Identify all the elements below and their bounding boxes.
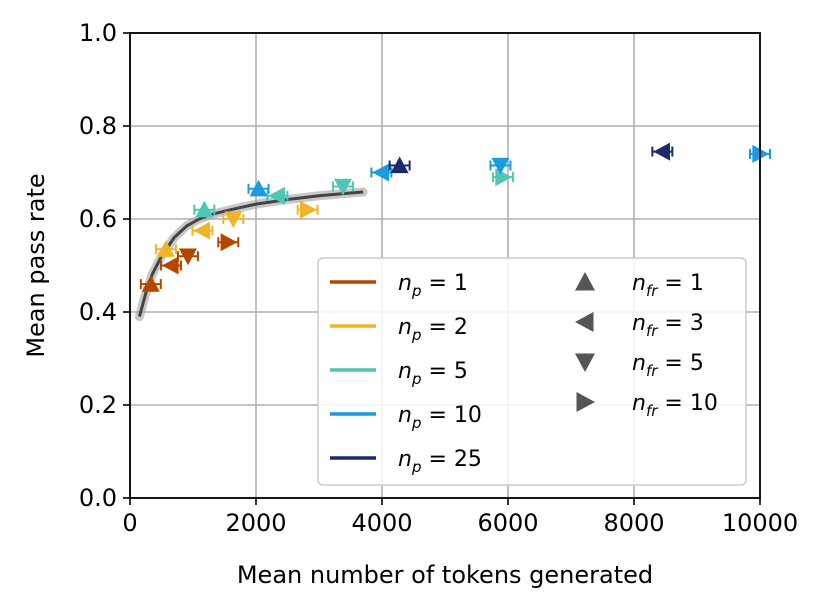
- legend-marker-left: [575, 312, 594, 332]
- tick-labels: 0 2000 4000 6000 8000 10000 0.0 0.2 0.4 0.6 0.8 1.0: [79, 19, 798, 537]
- y-tick-label: 0.2: [79, 391, 117, 419]
- legend-box: [317, 257, 747, 486]
- legend-label: np = 1: [398, 271, 468, 300]
- data-point-down: [333, 178, 352, 196]
- legend-label: np = 10: [398, 403, 482, 432]
- legend-label: np = 5: [398, 359, 468, 388]
- y-axis-label: Mean pass rate: [22, 173, 50, 357]
- legend-marker-up: [575, 272, 595, 291]
- series-np25: [388, 142, 674, 174]
- legend-marker-down: [575, 353, 595, 372]
- data-point-left: [161, 256, 179, 275]
- series-np2: [154, 200, 319, 257]
- data-point-right: [300, 200, 317, 219]
- legend-label: np = 25: [398, 447, 482, 476]
- x-tick-label: 8000: [603, 509, 664, 537]
- series-np1: [139, 233, 240, 292]
- y-tick-label: 0.4: [79, 298, 117, 326]
- data-point-up: [195, 200, 214, 218]
- data-point-up: [141, 275, 160, 292]
- legend-label: nfr = 10: [632, 391, 718, 420]
- y-tick-label: 1.0: [79, 19, 117, 47]
- data-point-down: [178, 248, 197, 266]
- data-point-down: [224, 211, 243, 228]
- legend-label: nfr = 5: [632, 351, 704, 380]
- x-tick-label: 10000: [722, 509, 798, 537]
- y-tick-label: 0.0: [79, 484, 117, 512]
- data-point-right: [220, 233, 238, 252]
- data-point-right: [495, 168, 512, 187]
- legend: np = 1 np = 2 np = 5 np = 10 np = 25 nfr = 1 n…: [317, 257, 747, 486]
- data-point-left: [372, 163, 390, 182]
- data-point-up: [390, 156, 409, 174]
- data-point-down: [491, 157, 510, 175]
- data-point-left: [193, 221, 211, 240]
- data-point-left: [268, 186, 286, 205]
- y-tick-label: 0.6: [79, 205, 117, 233]
- data-point-up: [249, 179, 268, 197]
- x-tick-label: 2000: [225, 509, 286, 537]
- x-axis-label: Mean number of tokens generated: [237, 561, 653, 589]
- axes: [123, 32, 761, 505]
- y-tick-label: 0.8: [79, 112, 117, 140]
- legend-marker-right: [576, 392, 595, 412]
- legend-label: np = 2: [398, 315, 468, 344]
- legend-label: nfr = 3: [632, 311, 704, 340]
- data-point-left: [653, 142, 670, 161]
- x-tick-label: 4000: [351, 509, 412, 537]
- x-tick-label: 0: [122, 509, 137, 537]
- plot-frame: [129, 32, 761, 499]
- series-np10: [247, 144, 771, 197]
- x-tick-label: 6000: [477, 509, 538, 537]
- legend-label: nfr = 1: [632, 271, 704, 300]
- series-np5: [193, 168, 514, 218]
- data-point-up: [156, 240, 175, 257]
